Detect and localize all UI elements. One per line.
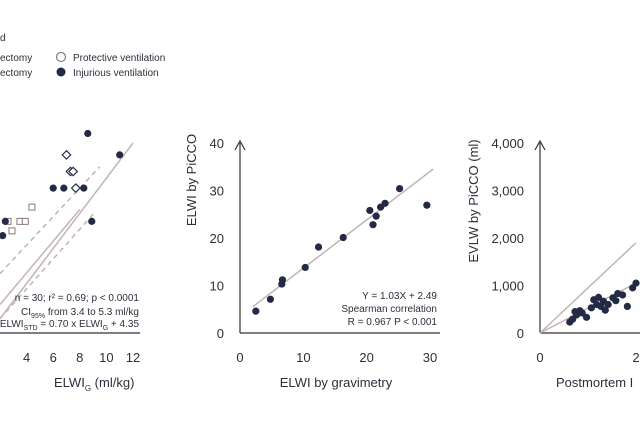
panel-2-point (369, 221, 377, 229)
panel-1-annotation-line2: CI95% from 3.4 to 5.3 ml/kg (21, 307, 139, 320)
panel-1-point (88, 217, 96, 225)
panel-1-identity-line (0, 142, 134, 320)
panel-2-point (381, 199, 389, 207)
panel-3-points (566, 279, 640, 326)
panel-3-point (582, 313, 591, 321)
panel-2-annotation-line2: Spearman correlation (341, 304, 437, 315)
panel-3-y-tick-label: 0 (517, 326, 524, 341)
panel-3-point (632, 279, 640, 287)
panel-3-point (587, 304, 595, 312)
panel-3-y-axis-label: EVLW by PiCCO (ml) (466, 139, 481, 262)
panel-2-x-tick-label: 10 (296, 350, 310, 365)
panel-1-point (0, 232, 7, 240)
panel-2-x-tick-label: 0 (236, 350, 243, 365)
panel-1-annotation-line1: n = 30; r² = 0.69; p < 0.0001 (15, 293, 140, 304)
panel-1-point (60, 184, 68, 192)
legend-label-2: ectomy (0, 53, 32, 64)
panel-1-point-square (21, 217, 29, 225)
panel-1-point (84, 129, 92, 138)
panel-1-point-diamond (70, 183, 81, 194)
panel-2-point (372, 212, 380, 220)
legend-filled-circle-icon (56, 67, 66, 77)
panel-2-y-tick-label: 0 (217, 326, 224, 341)
panel-3-point (594, 293, 603, 301)
panel-2: 0 10 20 30 0 10 20 30 40 Y = 1.03X + 2.49 Spear… (184, 134, 440, 390)
legend-open-circle-icon (55, 51, 67, 63)
panel-2-y-ticks: 0 10 20 30 40 (210, 136, 224, 341)
panel-3-y-tick-label: 4,000 (491, 136, 524, 151)
panel-1-point (116, 151, 124, 159)
panel-2-x-tick-label: 20 (359, 350, 373, 365)
panel-3-point (623, 302, 631, 310)
panel-1-point-square (28, 203, 36, 211)
legend-label-1: d (0, 33, 6, 44)
panel-2-point (266, 295, 274, 303)
panel-2-point (278, 276, 287, 284)
panel-2-point (423, 201, 431, 209)
panel-3-point (604, 300, 612, 309)
panel-1: 4 6 8 10 12 n = 30; r² = 0.69; p < 0.0001 CI… (0, 129, 140, 393)
panel-1-x-ticks: 4 6 8 10 12 (23, 350, 140, 365)
panel-2-annotation-line3: R = 0.967 P < 0.001 (348, 317, 438, 328)
panel-1-point-square (8, 227, 16, 235)
panel-2-y-arrow-icon (234, 139, 246, 151)
panel-1-points (0, 129, 124, 240)
panel-2-annotation-line1: Y = 1.03X + 2.49 (362, 291, 437, 302)
panel-3-point (618, 291, 627, 299)
legend: d ectomy ectomy Protective ventilation I… (0, 33, 165, 79)
panel-1-point (80, 184, 88, 192)
panel-2-point (366, 206, 374, 215)
panel-2-points (252, 185, 431, 315)
panel-3-x-axis-label: Postmortem I (556, 375, 633, 390)
panel-2-x-axis-label: ELWI by gravimetry (280, 375, 393, 390)
panel-2-point (301, 263, 309, 272)
panel-3-identity-line (539, 242, 637, 334)
panel-3-y-ticks: 0 1,000 2,000 3,000 4,000 (491, 136, 524, 341)
panel-2-y-tick-label: 10 (210, 279, 224, 294)
panel-1-annotation-line3: ELWISTD = 0.70 x ELWIG + 4.35 (0, 319, 139, 332)
panel-3-x-tick-label: 0 (536, 350, 543, 365)
panel-1-x-tick-label: 10 (99, 350, 113, 365)
panel-1-point-diamond (61, 149, 72, 160)
panel-1-point-diamond (68, 166, 79, 177)
panel-2-y-tick-label: 30 (210, 184, 224, 199)
panel-3-y-tick-label: 3,000 (491, 184, 524, 199)
panel-2-x-ticks: 0 10 20 30 (236, 350, 437, 365)
panel-2-x-tick-label: 30 (423, 350, 437, 365)
panel-3-y-tick-label: 1,000 (491, 279, 524, 294)
panel-2-y-axis-label: ELWI by PiCCO (184, 134, 199, 226)
legend-label-3: ectomy (0, 68, 32, 79)
panel-3-x-tick-label: 2 (632, 350, 639, 365)
panel-3-y-tick-label: 2,000 (491, 231, 524, 246)
legend-label-injurious: Injurious ventilation (73, 68, 159, 79)
panel-3-point (601, 306, 609, 314)
panel-1-x-tick-label: 12 (126, 350, 140, 365)
panel-2-y-tick-label: 20 (210, 231, 224, 246)
panel-2-point (252, 307, 260, 315)
panel-2-point (396, 185, 404, 193)
panel-1-ci-upper-line (0, 166, 101, 275)
panel-1-x-tick-label: 8 (76, 350, 83, 365)
panel-1-lines (0, 142, 134, 320)
panel-2-y-tick-label: 40 (210, 136, 224, 151)
panel-1-x-tick-label: 4 (23, 350, 30, 365)
panel-2-point (314, 243, 323, 251)
panel-1-x-axis-label: ELWIG (ml/kg) (54, 375, 134, 393)
legend-label-protective: Protective ventilation (73, 53, 165, 64)
panel-1-x-tick-label: 6 (50, 350, 57, 365)
panel-1-point (1, 217, 9, 225)
panel-3-y-arrow-icon (534, 139, 546, 151)
panel-2-point (339, 233, 347, 242)
panel-1-regression-line (0, 209, 81, 305)
panel-3-point (612, 297, 620, 305)
panel-1-point (49, 184, 57, 192)
